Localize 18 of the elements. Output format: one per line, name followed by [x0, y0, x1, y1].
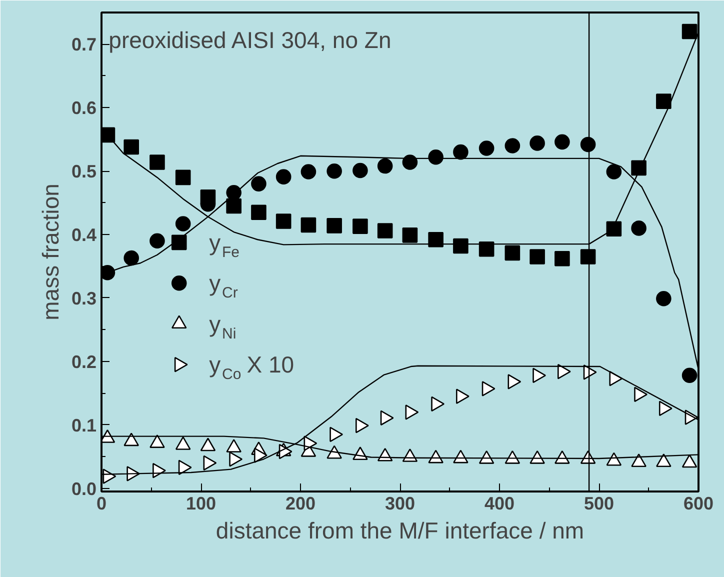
annotation: preoxidised AISI 304, no Zn	[108, 26, 392, 53]
x-tick-label: 600	[683, 494, 714, 514]
y-tick-label: 0.3	[71, 288, 97, 308]
y-axis-title: mass fraction	[37, 184, 64, 320]
x-axis-title: distance from the M/F interface / nm	[216, 518, 584, 544]
x-tick-label: 100	[186, 494, 216, 514]
x-tick-label: 0	[96, 494, 107, 514]
x-tick-label: 500	[584, 494, 614, 514]
x-tick-label: 400	[484, 494, 515, 514]
y-tick-label: 0.1	[71, 415, 97, 436]
y-tick-label: 0.4	[71, 225, 97, 246]
x-tick-label: 200	[285, 494, 316, 514]
y-tick-label: 0.6	[71, 98, 97, 118]
x-tick-label: 300	[384, 494, 416, 514]
y-tick-label: 0.5	[71, 162, 97, 182]
y-tick-label: 0.0	[71, 478, 97, 499]
y-tick-label: 0.2	[71, 352, 97, 372]
y-tick-label: 0.7	[71, 34, 97, 55]
